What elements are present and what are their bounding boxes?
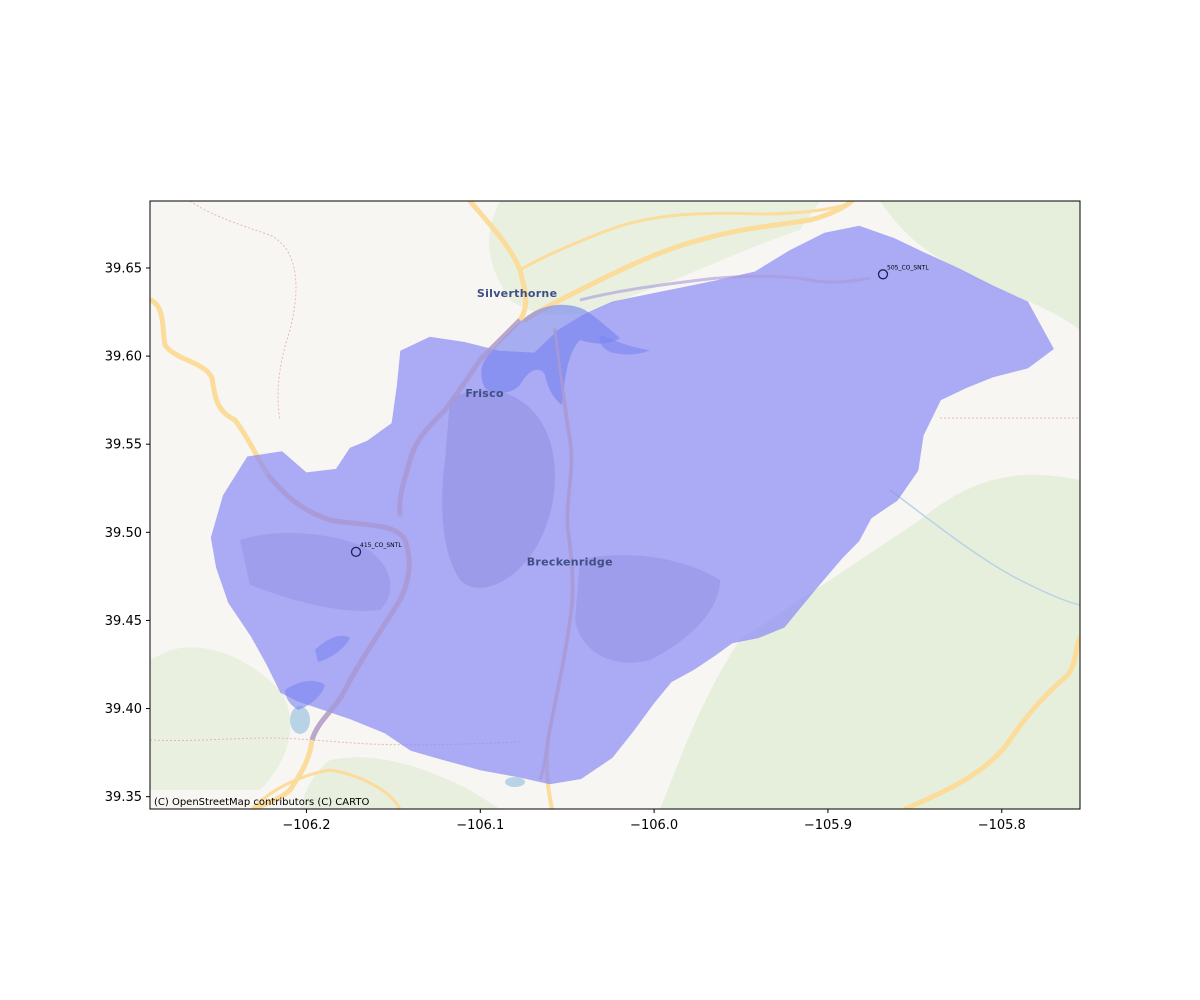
basin-layer (210, 225, 1054, 785)
place-label: Frisco (465, 387, 504, 400)
y-tick-label: 39.35 (105, 790, 142, 805)
x-tick-label: −106.2 (282, 818, 330, 833)
attribution: (C) OpenStreetMap contributors (C) CARTO (154, 797, 369, 808)
road-northwest-spur (518, 202, 852, 272)
x-tick-label: −105.9 (804, 818, 852, 833)
x-tick-label: −106.0 (630, 818, 678, 833)
axes-frame (149, 200, 1081, 810)
y-tick-label: 39.65 (105, 261, 142, 276)
forest-area-south (300, 757, 500, 809)
road-hoosier (250, 768, 402, 809)
y-tick-label: 39.45 (105, 614, 142, 629)
stations: 415_CO_SNTL 505_CO_SNTL (350, 264, 930, 558)
station-circle-icon[interactable] (350, 546, 362, 558)
road-west-over-basin (266, 473, 412, 741)
y-tick-label: 39.50 (105, 526, 142, 541)
y-tick-label: 39.60 (105, 350, 142, 365)
road-silverthorne-over-basin (579, 274, 871, 302)
road-breckenridge-over-basin (538, 329, 575, 781)
station-circle-icon[interactable] (877, 269, 889, 280)
y-tick-label: 39.55 (105, 438, 142, 453)
y-tick-label: 39.40 (105, 702, 142, 717)
terrain-shade-center (442, 389, 555, 588)
terrain-shade-west (240, 533, 391, 611)
x-axis: −106.2 −106.1 −106.0 −105.9 −105.8 (282, 809, 1026, 833)
station-marker[interactable]: 415_CO_SNTL (350, 542, 403, 558)
reservoir-arm (599, 335, 650, 355)
station-label: 415_CO_SNTL (360, 542, 402, 549)
lake-southwest (290, 706, 310, 734)
forest-area-southwest (150, 647, 291, 790)
forest-area-northeast (880, 201, 1080, 330)
basin-polygon (210, 225, 1054, 785)
lake-mid-basin (315, 635, 350, 662)
place-label: Silverthorne (477, 287, 557, 300)
x-tick-label: −106.1 (456, 818, 504, 833)
place-label: Breckenridge (527, 556, 613, 569)
road-frisco-over-basin (397, 318, 522, 516)
boundary-line-west (189, 201, 297, 421)
reservoir (481, 304, 620, 405)
y-axis: 39.35 39.40 39.45 39.50 39.55 39.60 39.65 (105, 261, 150, 805)
river-east (889, 489, 1080, 606)
lake-southwest-basin (285, 680, 325, 710)
place-labels: Silverthorne Frisco Breckenridge (465, 287, 612, 569)
road-southeast (902, 635, 1080, 809)
x-tick-label: −105.8 (978, 818, 1026, 833)
road-silverthorne (522, 201, 855, 323)
lake-south (505, 777, 525, 787)
forest-area-east (660, 474, 1080, 809)
terrain-shade-south (575, 555, 720, 663)
station-label: 505_CO_SNTL (887, 264, 929, 271)
station-marker[interactable]: 505_CO_SNTL (877, 264, 930, 280)
